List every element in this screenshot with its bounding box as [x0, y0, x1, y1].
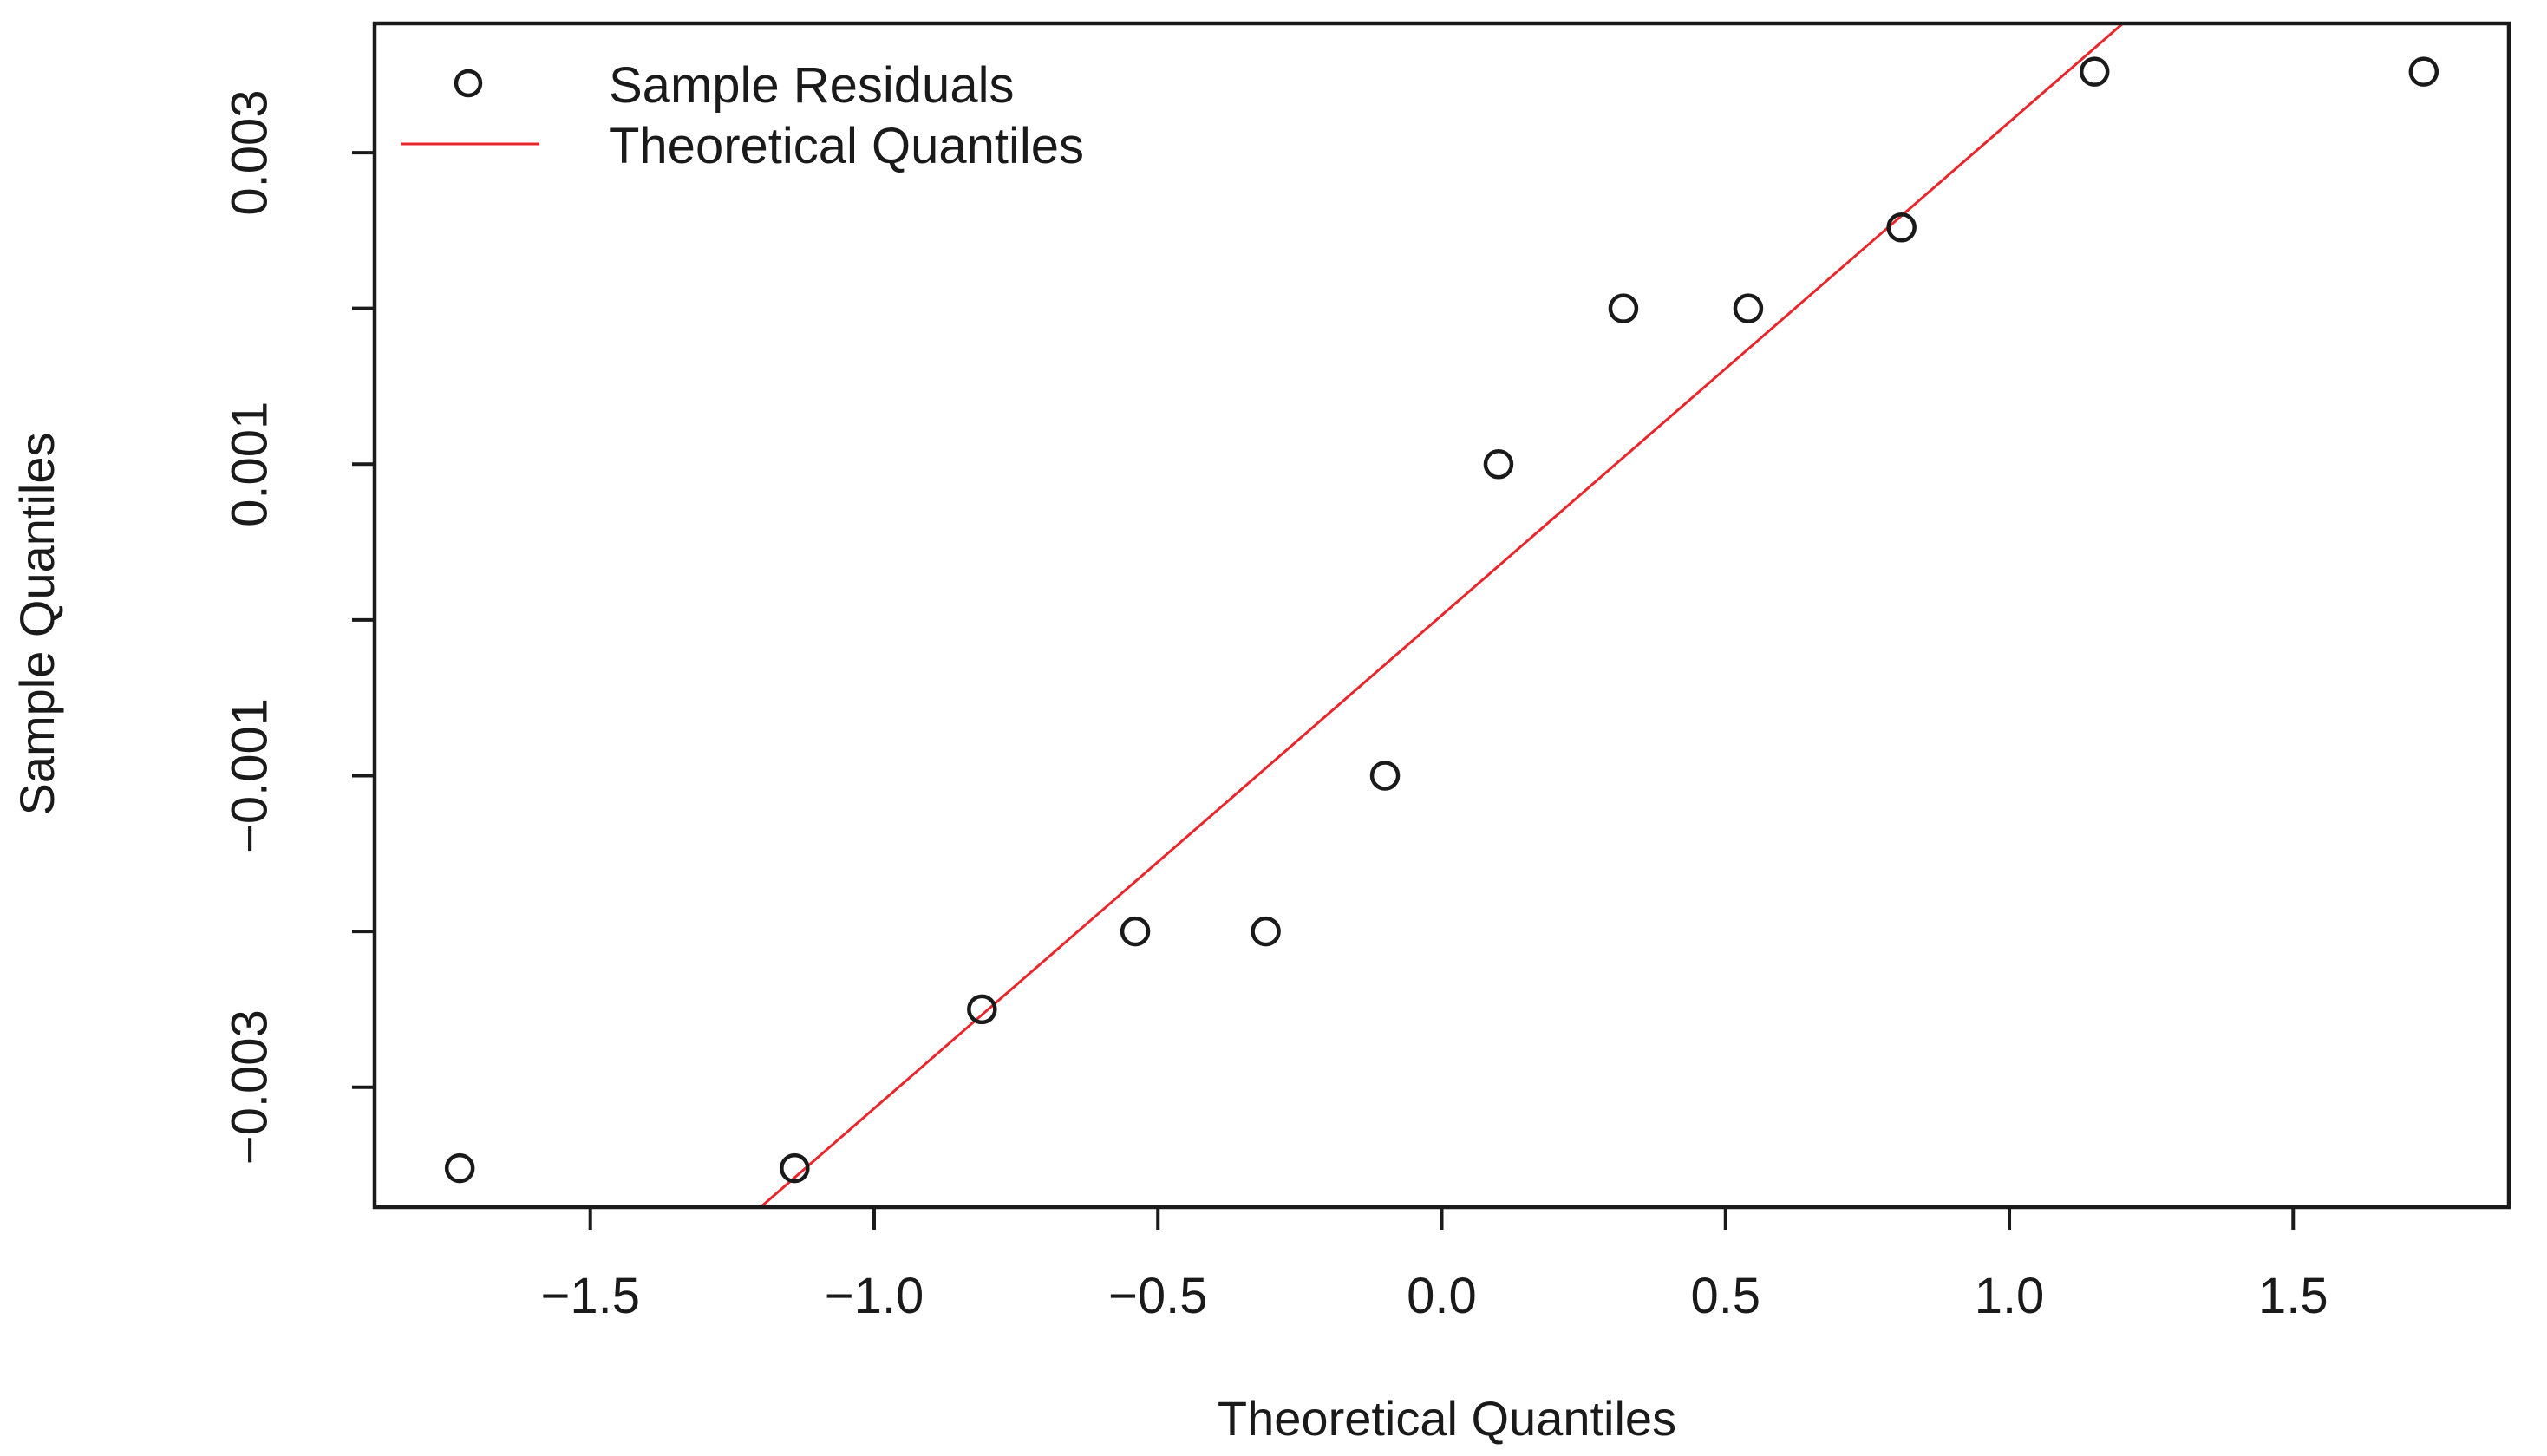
legend-marker-circle-icon [454, 69, 483, 98]
y-axis-title: Sample Quantiles [10, 432, 64, 815]
legend: Sample Residuals Theoretical Quantiles [401, 57, 1084, 174]
x-tick-label: −0.5 [1108, 1268, 1208, 1324]
x-tick-label: 0.0 [1407, 1268, 1477, 1324]
sample-residual-point [1483, 449, 1514, 480]
points-layer [444, 56, 2439, 1184]
x-tick-label: 1.5 [2258, 1268, 2328, 1324]
x-axis: −1.5 −1.0 −0.5 0.0 0.5 1.0 1.5 [540, 1205, 2328, 1324]
sample-residual-point [1120, 916, 1151, 947]
x-tick-label: −1.0 [825, 1268, 924, 1324]
sample-residual-point [1886, 212, 1917, 243]
x-axis-title: Theoretical Quantiles [1218, 1391, 1676, 1446]
sample-residual-point [2408, 56, 2439, 87]
sample-residual-point [2079, 56, 2110, 87]
sample-residual-point [967, 994, 997, 1025]
sample-residual-point [444, 1152, 475, 1184]
y-axis: −0.003 −0.001 0.001 0.003 [221, 89, 376, 1165]
sample-residual-point [1608, 293, 1639, 323]
sample-residual-point [1733, 293, 1764, 323]
sample-residual-point [1251, 916, 1281, 947]
theoretical-quantiles-line [760, 22, 2124, 1209]
sample-residual-point [780, 1152, 810, 1184]
x-tick-label: 1.0 [1975, 1268, 2045, 1324]
y-tick-label: 0.003 [221, 89, 278, 215]
y-tick-label: −0.003 [221, 1009, 278, 1165]
legend-label-sample-residuals: Sample Residuals [609, 57, 1014, 114]
y-tick-label: −0.001 [221, 698, 278, 853]
x-tick-label: 0.5 [1690, 1268, 1760, 1324]
x-tick-label: −1.5 [540, 1268, 640, 1324]
sample-residual-point [1369, 761, 1401, 791]
y-tick-label: 0.001 [221, 402, 278, 527]
legend-label-theoretical-quantiles: Theoretical Quantiles [609, 118, 1084, 174]
reference-line-layer [760, 22, 2124, 1209]
